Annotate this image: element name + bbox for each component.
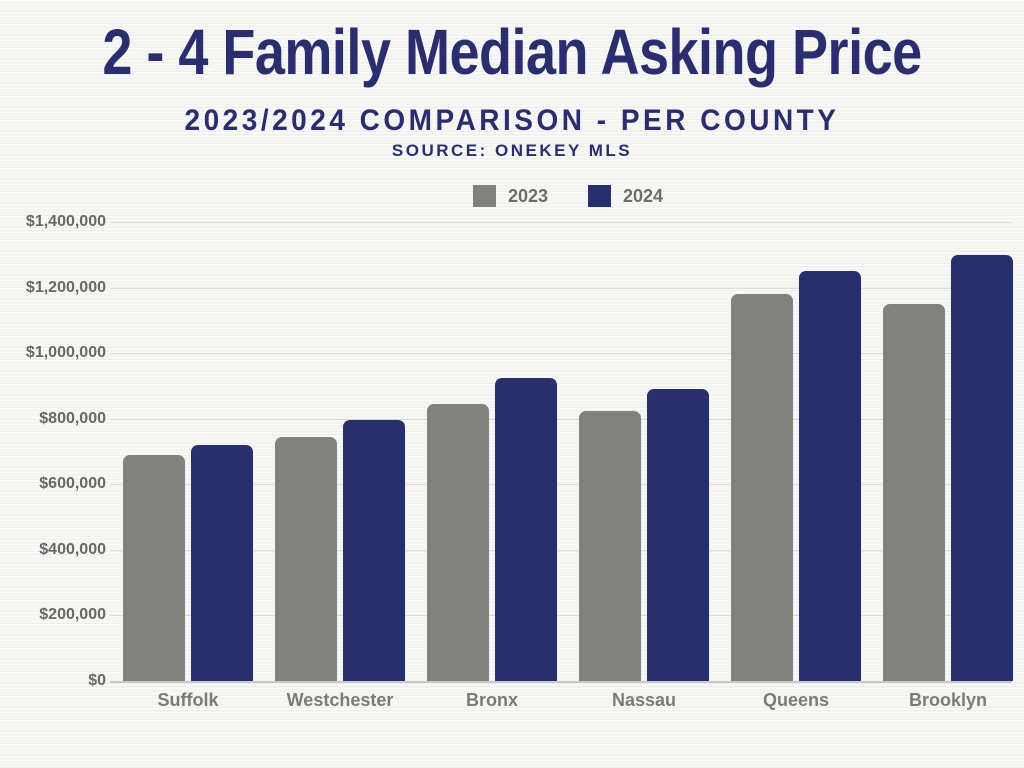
legend-label-2024: 2024 xyxy=(623,185,664,206)
chart-legend: 2023 2024 xyxy=(112,185,1024,207)
bar-suffolk-2024 xyxy=(191,445,253,681)
y-axis-label: $600,000 xyxy=(39,475,106,492)
gridline xyxy=(110,353,1012,354)
x-axis-label-westchester: Westchester xyxy=(286,690,394,710)
page-subtitle: 2023/2024 COMPARISON - PER COUNTY xyxy=(184,104,840,137)
gridline xyxy=(110,615,1012,616)
bar-brooklyn-2023 xyxy=(883,304,945,681)
bar-bronx-2023 xyxy=(427,404,489,681)
x-axis-line xyxy=(110,681,1012,683)
y-axis-label: $400,000 xyxy=(39,541,106,558)
legend-item-2024: 2024 xyxy=(588,185,663,207)
x-axis-label-nassau: Nassau xyxy=(611,690,677,710)
y-axis-label: $1,200,000 xyxy=(25,279,106,296)
bar-queens-2023 xyxy=(731,294,793,681)
legend-item-2023: 2023 xyxy=(472,185,548,207)
bar-suffolk-2023 xyxy=(123,455,185,681)
x-axis-label-brooklyn: Brooklyn xyxy=(908,690,987,710)
bar-brooklyn-2024 xyxy=(951,255,1013,681)
legend-label-2023: 2023 xyxy=(507,185,548,206)
gridline xyxy=(110,484,1012,485)
page-title: 2 - 4 Family Median Asking Price xyxy=(102,17,922,88)
source-note: SOURCE: ONEKEY MLS xyxy=(391,141,633,160)
bar-bronx-2024 xyxy=(495,378,557,681)
y-axis-label: $1,400,000 xyxy=(25,213,106,230)
bar-nassau-2023 xyxy=(579,411,641,681)
y-axis-label: $0 xyxy=(88,672,106,689)
x-axis-label-bronx: Bronx xyxy=(465,690,518,710)
gridline xyxy=(110,222,1012,223)
gridline xyxy=(110,288,1012,289)
x-axis-label-queens: Queens xyxy=(762,690,830,710)
y-axis-label: $800,000 xyxy=(39,410,106,427)
y-axis-label: $1,000,000 xyxy=(25,344,106,361)
x-axis-label-suffolk: Suffolk xyxy=(157,690,219,710)
y-axis-label: $200,000 xyxy=(39,606,106,623)
bar-queens-2024 xyxy=(799,271,861,681)
legend-swatch-2024-icon xyxy=(588,185,611,207)
gridline xyxy=(110,419,1012,420)
bar-westchester-2023 xyxy=(275,437,337,681)
bar-nassau-2024 xyxy=(647,389,709,681)
gridline xyxy=(110,550,1012,551)
legend-swatch-2023-icon xyxy=(472,185,496,207)
bar-westchester-2024 xyxy=(343,420,405,681)
